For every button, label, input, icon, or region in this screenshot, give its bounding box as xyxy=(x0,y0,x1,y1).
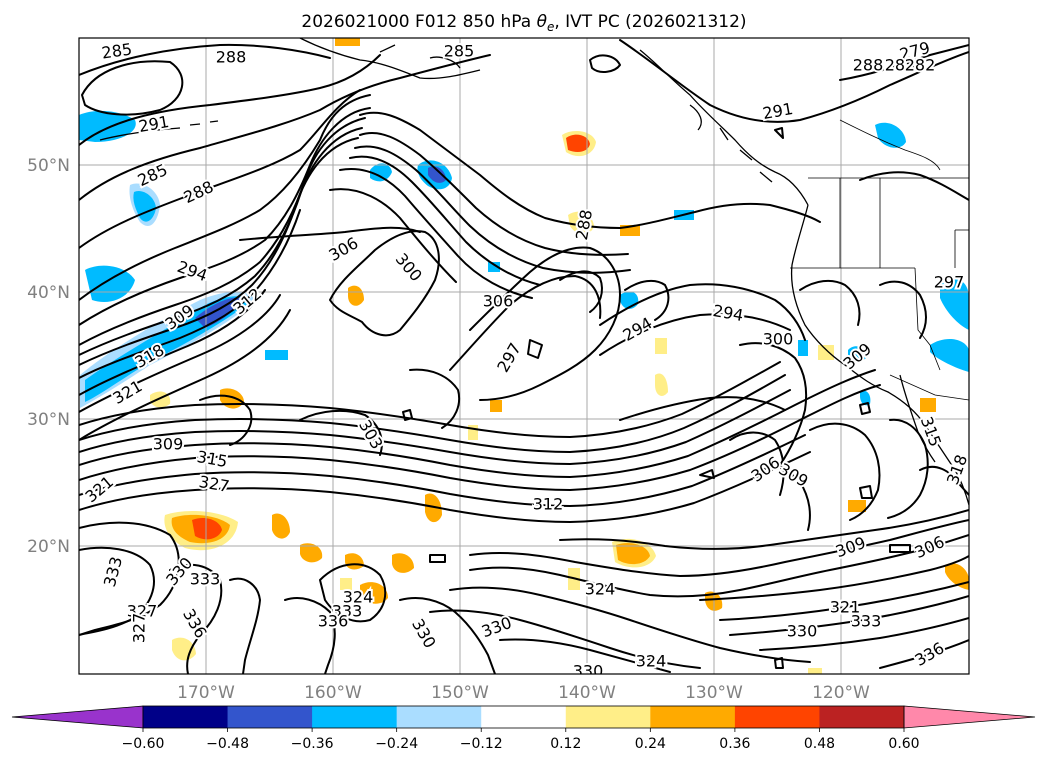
colorbar-under-extension xyxy=(11,705,144,729)
contour-label: 330 xyxy=(787,622,818,641)
lon-label: 150°W xyxy=(431,683,489,703)
colorbar-tick-label: 0.48 xyxy=(804,736,835,752)
pos-anomaly xyxy=(348,285,364,306)
neg-anomaly xyxy=(428,166,446,183)
contour-label: 336 xyxy=(318,612,349,631)
pos-anomaly xyxy=(808,668,822,674)
lon-label: 170°W xyxy=(177,683,235,703)
longitude-labels: 170°W 160°W 150°W 140°W 130°W 120°W xyxy=(177,683,870,703)
colorbar-tick-label: −0.24 xyxy=(375,736,418,752)
colorbar-segment xyxy=(312,706,398,728)
neg-anomaly xyxy=(488,262,500,272)
ivt-shading xyxy=(79,38,969,674)
pos-anomaly xyxy=(490,400,502,412)
lon-label: 160°W xyxy=(304,683,362,703)
pos-anomaly xyxy=(335,38,360,46)
neg-anomaly xyxy=(79,110,136,142)
pos-anomaly xyxy=(425,493,442,523)
contour-label: 306 xyxy=(483,292,514,311)
neg-anomaly xyxy=(370,163,392,182)
contour-label: 333 xyxy=(851,612,882,631)
theta-e-contours xyxy=(79,39,969,674)
contour-label: 297 xyxy=(934,273,965,292)
contour-label: 324 xyxy=(636,652,667,671)
contour-label: 321 xyxy=(830,598,861,617)
pos-anomaly xyxy=(655,373,668,396)
contour-label: 327 xyxy=(127,602,158,621)
state-borders xyxy=(790,119,969,401)
lat-label: 50°N xyxy=(27,156,70,176)
pos-anomaly xyxy=(192,518,222,540)
pos-anomaly xyxy=(360,582,388,604)
colorbar-tick-label: −0.60 xyxy=(122,736,165,752)
neg-anomaly xyxy=(860,390,871,406)
colorbar-over-extension xyxy=(903,705,1036,729)
contour-label: 285 xyxy=(885,56,916,75)
contour-label: 324 xyxy=(585,580,616,599)
lon-label: 140°W xyxy=(558,683,616,703)
contour-label: 327 xyxy=(130,613,149,644)
colorbar-segment xyxy=(481,706,567,728)
lon-label: 130°W xyxy=(685,683,743,703)
pos-anomaly xyxy=(616,543,650,565)
neg-anomaly xyxy=(930,338,969,372)
colorbar-tick-label: 0.60 xyxy=(888,736,919,752)
lon-label: 120°W xyxy=(812,683,870,703)
latitude-labels: 50°N 40°N 30°N 20°N xyxy=(27,156,70,557)
colorbar-segment xyxy=(734,706,820,728)
colorbar-tick-label: 0.24 xyxy=(635,736,666,752)
contour-label: 288 xyxy=(216,48,247,67)
colorbar: −0.60 −0.48 −0.36 −0.24 −0.12 0.12 0.24 0.36 0.4… xyxy=(11,705,1036,752)
colorbar-segment xyxy=(650,706,736,728)
colorbar-tick-label: −0.48 xyxy=(206,736,249,752)
contour-label: 312 xyxy=(533,495,564,514)
colorbar-segment xyxy=(227,706,313,728)
colorbar-frame xyxy=(142,705,905,729)
pos-anomaly xyxy=(848,500,866,512)
pos-anomaly xyxy=(392,553,414,573)
lat-label: 40°N xyxy=(27,283,70,303)
pos-anomaly xyxy=(340,578,352,590)
map-frame xyxy=(78,37,970,675)
figure-title: 2026021000 F012 850 hPa θe, IVT PC (2026… xyxy=(301,12,746,34)
neg-anomaly xyxy=(265,350,288,360)
contour-label: 333 xyxy=(332,602,363,621)
colorbar-tick-label: −0.36 xyxy=(291,736,334,752)
pos-anomaly xyxy=(920,398,936,412)
colorbar-tick-label: −0.12 xyxy=(460,736,503,752)
contour-label: 333 xyxy=(190,570,221,589)
colorbar-segment xyxy=(565,706,651,728)
contour-label: 282 xyxy=(905,56,936,75)
neg-anomaly xyxy=(848,346,866,362)
colorbar-segment xyxy=(396,706,482,728)
colorbar-tick-label: 0.12 xyxy=(550,736,581,752)
lat-label: 30°N xyxy=(27,410,70,430)
neg-anomaly xyxy=(875,122,906,148)
colorbar-segment xyxy=(143,706,229,728)
colorbar-tick-label: 0.36 xyxy=(719,736,750,752)
pos-anomaly xyxy=(655,338,667,354)
lat-label: 20°N xyxy=(27,537,70,557)
pos-anomaly xyxy=(300,543,323,563)
neg-anomaly xyxy=(195,297,242,328)
pos-anomaly xyxy=(818,345,834,360)
contour-label: 330 xyxy=(573,662,604,681)
neg-anomaly xyxy=(85,265,135,302)
contour-label: 324 xyxy=(343,588,374,607)
neg-anomaly xyxy=(798,340,808,356)
contour-label: 309 xyxy=(153,435,184,454)
contour-label: 300 xyxy=(763,330,794,349)
colorbar-segment xyxy=(819,706,905,728)
contour-label: 285 xyxy=(444,42,475,61)
pos-anomaly xyxy=(272,513,290,539)
contour-label: 291 xyxy=(761,99,794,123)
pos-anomaly xyxy=(566,134,590,152)
contour-label: 288 xyxy=(853,56,884,75)
